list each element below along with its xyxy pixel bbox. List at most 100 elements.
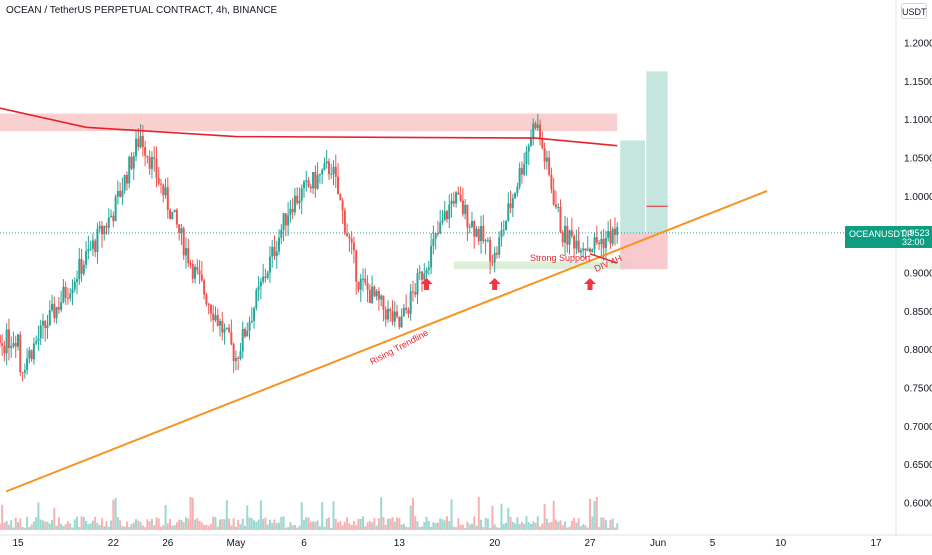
stop-loss-box: [620, 232, 668, 270]
volume-bar: [214, 517, 217, 530]
time-tick-label: May: [226, 538, 245, 549]
support-zone: [453, 261, 631, 270]
chart-title: OCEAN / TetherUS PERPETUAL CONTRACT, 4h,…: [6, 5, 278, 16]
candle-body: [411, 291, 414, 293]
volume-bar: [194, 519, 197, 530]
candle-body: [339, 194, 342, 201]
candle-body: [359, 278, 362, 290]
volume-bar: [253, 520, 256, 530]
candle-body: [225, 327, 228, 329]
volume-bar: [35, 517, 38, 530]
volume-bar: [289, 522, 292, 530]
candle-body: [475, 228, 478, 237]
volume-bar: [477, 496, 480, 530]
volume-bar: [566, 527, 569, 530]
time-tick-label: 27: [584, 538, 596, 549]
volume-bar: [41, 520, 44, 530]
volume-bar: [475, 525, 478, 530]
volume-bar: [234, 526, 237, 530]
volume-bar: [128, 527, 131, 530]
candle-body: [160, 183, 162, 185]
volume-bar: [570, 520, 573, 530]
candle-body: [536, 124, 539, 128]
candle-body: [146, 155, 149, 158]
candle-body: [402, 307, 405, 317]
candle-body: [554, 204, 557, 208]
volume-bar: [121, 526, 124, 530]
candle-body: [609, 231, 612, 244]
volume-bar: [616, 523, 619, 530]
time-tick-label: 6: [301, 538, 307, 549]
candle-body: [264, 276, 267, 278]
currency-button[interactable]: USDT: [901, 3, 927, 19]
volume-bar: [278, 522, 281, 530]
volume-bar: [439, 518, 442, 530]
candle-body: [243, 328, 246, 337]
candle-body: [148, 157, 151, 169]
candle-body: [121, 190, 124, 197]
candle-body: [382, 295, 385, 310]
volume-bar: [85, 520, 88, 530]
volume-bar: [87, 523, 90, 530]
candle-body: [223, 328, 226, 333]
candle-body: [350, 238, 353, 243]
candle-body: [268, 256, 271, 273]
volume-bar: [123, 526, 126, 530]
candle-body: [139, 135, 142, 148]
candle-body: [257, 286, 260, 291]
volume-bar: [146, 519, 149, 530]
volume-bar: [348, 523, 351, 530]
volume-bar: [568, 526, 571, 530]
candle-body: [430, 245, 433, 268]
candle-body: [598, 242, 601, 245]
candle-body: [439, 222, 442, 234]
candle-body: [332, 166, 335, 174]
price-axis[interactable]: 1.20001.15001.10001.05001.00000.95000.90…: [904, 39, 932, 510]
volume-bar: [455, 527, 458, 530]
candle-body: [330, 173, 333, 175]
candle-body: [173, 209, 176, 212]
candle-body: [520, 168, 523, 175]
volume-bar: [243, 525, 246, 530]
candle-body: [203, 280, 206, 295]
last-price-value: 0.9523: [902, 228, 930, 238]
candle-body: [396, 311, 399, 317]
candle-body: [366, 282, 369, 291]
candle-body: [164, 187, 167, 196]
volume-bar: [239, 524, 242, 530]
time-axis[interactable]: 15 22 26 May 6 13 20 27 Jun 5 10 17: [12, 538, 882, 549]
volume-bar: [62, 526, 65, 530]
candle-body: [114, 196, 117, 222]
volume-bar: [293, 525, 296, 530]
candle-body: [73, 281, 76, 290]
volume-bar: [205, 524, 208, 530]
candle-body: [305, 180, 308, 182]
volume-bar: [486, 518, 489, 530]
candle-body: [300, 188, 303, 201]
volume-bar: [484, 517, 487, 530]
volume-bar: [96, 522, 99, 530]
candle-body: [441, 220, 444, 223]
candle-body: [337, 176, 340, 195]
candle-body: [87, 249, 90, 251]
volume-bar: [330, 527, 333, 530]
volume-bar: [613, 527, 616, 530]
candle-body: [568, 230, 571, 245]
candle-body: [373, 286, 376, 297]
volume-bar: [212, 516, 215, 530]
volume-bar: [303, 519, 305, 530]
volume-bar: [30, 524, 33, 530]
candle-body: [348, 236, 351, 239]
candle-body: [162, 184, 165, 196]
candle-body: [26, 358, 29, 371]
volume-bar: [373, 518, 376, 530]
time-tick-label: 10: [775, 538, 787, 549]
volume-bar: [300, 502, 303, 530]
volume-bar: [273, 519, 276, 530]
candle-body: [507, 203, 510, 221]
volume-bar: [241, 518, 244, 530]
volume-bar: [100, 518, 103, 530]
volume-bar: [175, 522, 178, 530]
